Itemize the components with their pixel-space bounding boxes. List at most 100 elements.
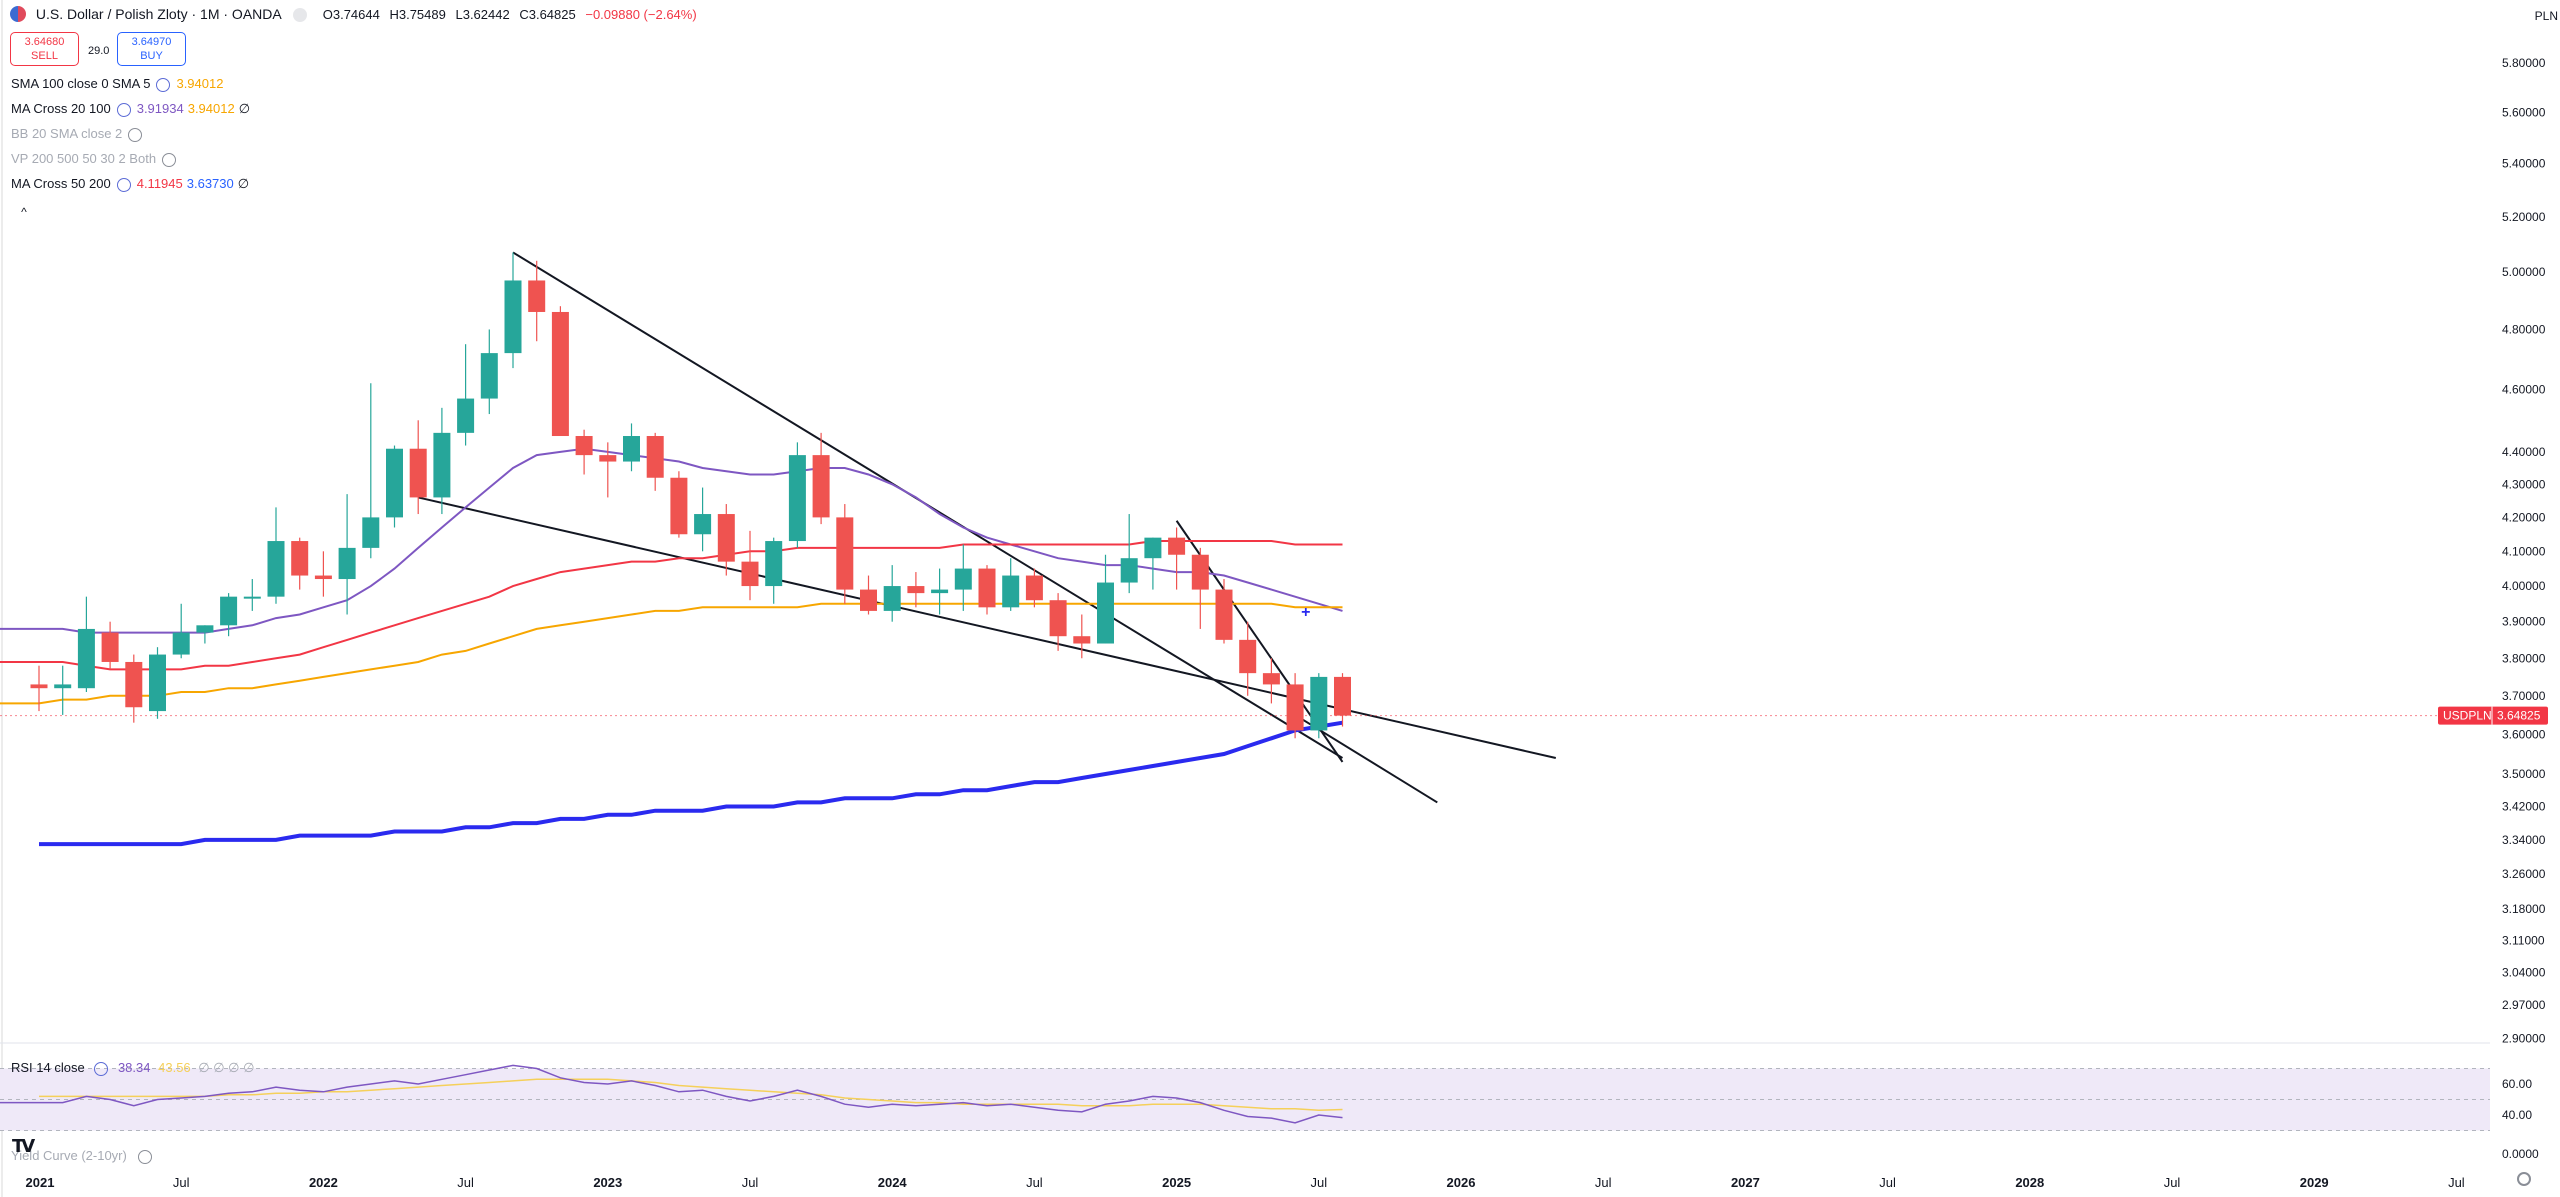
collapse-legend-button[interactable]: ^ (10, 202, 38, 222)
indicator-label: SMA 100 close 0 SMA 5 (11, 76, 151, 91)
indicator-legend-item[interactable]: SMA 100 close 0 SMA 5 3.94012 (11, 76, 223, 92)
candle-body (480, 353, 498, 399)
indicator-label: MA Cross 20 100 (11, 101, 111, 116)
x-tick-label: Jul (1595, 1175, 1612, 1190)
candle-body (1097, 582, 1114, 644)
candle-body (978, 568, 996, 608)
eye-icon[interactable] (116, 177, 131, 192)
currency-selector[interactable]: PLN (2534, 9, 2558, 23)
y-tick-label: 5.80000 (2502, 56, 2546, 70)
rsi-line (0, 1064, 1343, 1124)
chevron-up-icon: ^ (21, 205, 27, 219)
price-axis[interactable]: 5.80000 5.60000 5.40000 5.20000 5.00000 4.800… (2438, 56, 2548, 1161)
eye-icon[interactable] (156, 77, 171, 92)
candle-body (694, 514, 712, 535)
symbol-logo-icon (10, 6, 26, 22)
y-tick-label: 3.90000 (2502, 615, 2546, 629)
candle-body (1120, 558, 1138, 583)
x-tick-label: Jul (173, 1175, 190, 1190)
candle-body (1239, 639, 1257, 674)
indicator-legend-item[interactable]: MA Cross 20 100 3.91934 3.94012 ∅ (11, 101, 250, 117)
indicator-value: 3.91934 (136, 101, 184, 116)
rsi-pane (0, 1064, 2490, 1131)
indicator-legend-item[interactable]: BB 20 SMA close 2 (11, 126, 148, 142)
candle-body (623, 436, 640, 462)
x-tick-label: 2029 (2300, 1175, 2329, 1190)
candle-body (528, 280, 546, 312)
trendline[interactable] (417, 496, 1557, 759)
eye-icon[interactable] (116, 102, 131, 117)
x-tick-label: Jul (1310, 1175, 1327, 1190)
time-axis[interactable]: 2021 Jul 2022 Jul 2023 Jul 2024 Jul 2025 Jul 2026 J… (26, 1175, 2465, 1190)
candle-body (670, 477, 688, 535)
eye-off-icon[interactable] (128, 127, 143, 142)
y-tick-label: 4.00000 (2502, 579, 2546, 593)
eye-off-icon[interactable] (162, 152, 177, 167)
x-tick-label: Jul (2164, 1175, 2181, 1190)
candle-body (907, 586, 925, 594)
candle-body (1025, 575, 1043, 601)
rsi-extra-values: ∅ ∅ ∅ ∅ (198, 1060, 255, 1075)
indicator-legend-item[interactable]: MA Cross 50 200 4.11945 3.63730 ∅ (11, 176, 249, 192)
rsi-ma-value: 43.56 (158, 1060, 191, 1075)
candle-body (1191, 554, 1209, 590)
candle-body (931, 589, 949, 594)
yield-curve-legend[interactable]: Yield Curve (2-10yr) (11, 1148, 153, 1164)
x-tick-label: 2026 (1447, 1175, 1476, 1190)
close-value: C3.64825 (519, 7, 576, 22)
sell-label: SELL (31, 50, 58, 62)
candle-body (314, 575, 332, 580)
candle-body (883, 586, 901, 611)
high-value: H3.75489 (389, 7, 446, 22)
indicator-label: BB 20 SMA close 2 (11, 126, 123, 141)
y-tick-label: 4.40000 (2502, 445, 2546, 459)
y-tick-label: 4.20000 (2502, 510, 2546, 524)
tradingview-logo: TV (12, 1136, 35, 1157)
y-tick-label: 5.40000 (2502, 157, 2546, 171)
rsi-band (0, 1068, 2490, 1131)
y-tick-label: 3.04000 (2502, 965, 2546, 979)
candle-body (646, 436, 664, 478)
candle-body (1262, 673, 1280, 685)
x-tick-label: 2023 (593, 1175, 622, 1190)
candle-body (836, 517, 854, 590)
candle-body (1002, 575, 1020, 608)
x-tick-label: 2027 (1731, 1175, 1760, 1190)
x-tick-label: Jul (742, 1175, 759, 1190)
eye-icon[interactable] (94, 1061, 109, 1076)
candle-body (457, 398, 475, 433)
y-tick-label: 3.34000 (2502, 833, 2546, 847)
rsi-tick-label: 60.00 (2502, 1077, 2532, 1091)
eye-off-icon[interactable] (138, 1149, 153, 1164)
candle-body (267, 541, 285, 597)
ma-line (0, 602, 1343, 705)
candle-body (125, 661, 143, 708)
open-value: O3.74644 (322, 7, 380, 22)
chart-header: U.S. Dollar / Polish Zloty · 1M · OANDA … (10, 6, 703, 23)
sell-button[interactable]: 3.64680 SELL (10, 32, 79, 66)
symbol-title[interactable]: U.S. Dollar / Polish Zloty · 1M · OANDA (35, 6, 281, 22)
rsi-legend[interactable]: RSI 14 close 38.34 43.56 ∅ ∅ ∅ ∅ (11, 1060, 254, 1076)
indicator-value: 4.11945 (136, 176, 183, 191)
price-tag-bg (2438, 706, 2548, 725)
settings-icon[interactable] (2517, 1172, 2531, 1186)
candle-body (1049, 600, 1067, 637)
candle-body (1073, 636, 1091, 644)
candle-body (860, 589, 877, 611)
more-icon[interactable] (292, 8, 307, 23)
indicator-value: 3.63730 (186, 176, 234, 191)
indicator-legend-item[interactable]: VP 200 500 50 30 2 Both (11, 151, 182, 167)
candle-body (362, 517, 380, 548)
candle-body (433, 432, 451, 498)
candle-body (741, 561, 759, 587)
moving-averages (0, 447, 2440, 847)
candle-body (1144, 537, 1162, 559)
y-tick-label: 2.90000 (2502, 1032, 2546, 1046)
y-tick-label: 3.50000 (2502, 767, 2546, 781)
y-tick-label: 3.70000 (2502, 689, 2546, 703)
y-tick-label: 3.18000 (2502, 902, 2546, 916)
x-tick-label: Jul (1026, 1175, 1043, 1190)
buy-button[interactable]: 3.64970 BUY (117, 32, 186, 66)
